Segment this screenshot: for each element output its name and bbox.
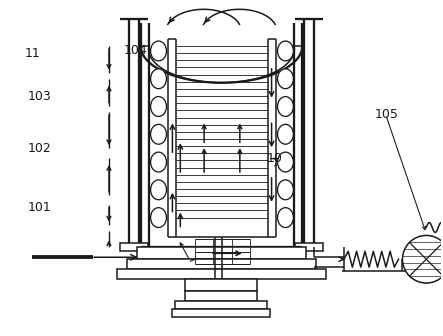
Ellipse shape — [277, 124, 293, 144]
Text: 104: 104 — [124, 44, 148, 57]
Text: 101: 101 — [27, 202, 51, 214]
Text: 102: 102 — [27, 141, 51, 155]
Bar — [295, 243, 323, 251]
Text: 103: 103 — [27, 90, 51, 103]
Bar — [120, 243, 148, 251]
Bar — [172, 309, 270, 317]
Ellipse shape — [277, 41, 293, 61]
Bar — [185, 279, 256, 291]
Text: 105: 105 — [374, 108, 398, 121]
Ellipse shape — [151, 96, 167, 117]
Ellipse shape — [277, 208, 293, 227]
Ellipse shape — [277, 180, 293, 200]
Ellipse shape — [151, 124, 167, 144]
Bar — [185, 291, 256, 301]
Ellipse shape — [151, 208, 167, 227]
Bar — [127, 259, 316, 269]
Ellipse shape — [277, 152, 293, 172]
Ellipse shape — [151, 180, 167, 200]
Bar — [117, 269, 326, 279]
Ellipse shape — [151, 69, 167, 89]
Text: 11: 11 — [25, 47, 40, 59]
Text: 10: 10 — [266, 152, 282, 165]
Ellipse shape — [151, 41, 167, 61]
Bar — [137, 247, 306, 259]
Ellipse shape — [277, 69, 293, 89]
Circle shape — [403, 236, 443, 283]
Bar — [175, 301, 267, 309]
Ellipse shape — [151, 152, 167, 172]
Ellipse shape — [277, 96, 293, 117]
